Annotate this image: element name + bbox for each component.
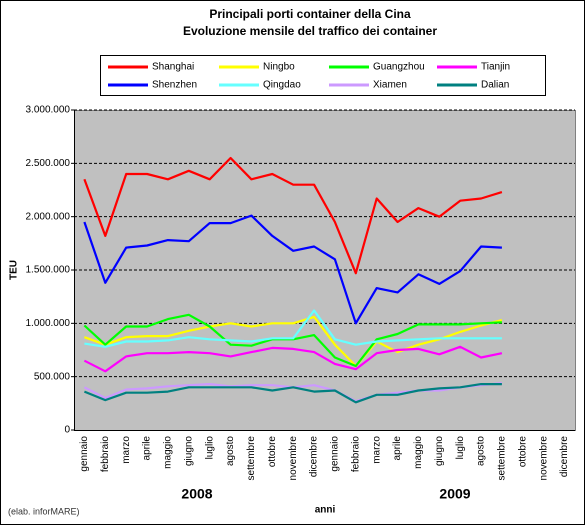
x-tick-label: febbraio	[350, 436, 361, 473]
legend-label: Dalian	[481, 80, 509, 91]
year-label: 2009	[439, 486, 470, 502]
x-tick-label: ottobre	[267, 436, 278, 468]
x-tick-label: maggio	[163, 436, 174, 469]
y-tick-label: 1.500.000	[26, 265, 71, 276]
legend-label: Xiamen	[373, 80, 407, 91]
x-tick-label: settembre	[246, 436, 257, 481]
y-tick-label: 500.000	[34, 371, 71, 382]
chart-subtitle: Evoluzione mensile del traffico dei cont…	[183, 24, 437, 38]
x-tick-label: novembre	[288, 436, 299, 481]
series-line	[83, 156, 503, 275]
x-tick-label: febbraio	[100, 436, 111, 473]
y-tick-label: 0	[64, 425, 70, 436]
x-tick-label: dicembre	[309, 436, 320, 478]
x-tick-label: aprile	[142, 436, 153, 461]
x-tick-label: aprile	[392, 436, 403, 461]
x-tick-label: novembre	[538, 436, 549, 481]
x-tick-label: dicembre	[559, 436, 570, 478]
x-axis-label: anni	[315, 505, 336, 516]
legend-label: Shanghai	[152, 62, 194, 73]
series-line	[84, 315, 503, 368]
y-tick-label: 2.500.000	[26, 158, 71, 169]
x-tick-label: gennaio	[79, 436, 90, 472]
x-tick-label: luglio	[455, 436, 466, 460]
series-line	[84, 309, 502, 348]
x-tick-label: luglio	[204, 436, 215, 460]
legend-label: Tianjin	[481, 62, 510, 73]
legend-label: Shenzhen	[152, 80, 197, 91]
x-tick-label: giugno	[434, 436, 445, 466]
y-axis-label: TEU	[9, 260, 20, 280]
x-tick-label: marzo	[371, 436, 382, 464]
legend-label: Qingdao	[263, 80, 301, 91]
y-tick-label: 3.000.000	[26, 105, 71, 116]
series-line	[83, 383, 502, 404]
x-tick-label: settembre	[497, 436, 508, 481]
x-tick-label: agosto	[476, 436, 487, 466]
x-tick-label: maggio	[413, 436, 424, 469]
x-tick-label: agosto	[225, 436, 236, 466]
y-tick-label: 1.000.000	[26, 318, 71, 329]
series-line	[83, 214, 502, 325]
year-label: 2008	[181, 486, 212, 502]
y-tick-label: 2.000.000	[26, 211, 71, 222]
legend-label: Ningbo	[263, 62, 295, 73]
series-line	[83, 345, 503, 373]
x-tick-label: giugno	[183, 436, 194, 466]
legend-label: Guangzhou	[373, 62, 425, 73]
chart-title: Principali porti container della Cina	[209, 7, 411, 21]
legend	[100, 55, 546, 96]
source-note: (elab. inforMARE)	[8, 506, 80, 516]
x-tick-label: ottobre	[517, 436, 528, 468]
x-tick-label: gennaio	[330, 436, 341, 472]
x-tick-label: marzo	[121, 436, 132, 464]
